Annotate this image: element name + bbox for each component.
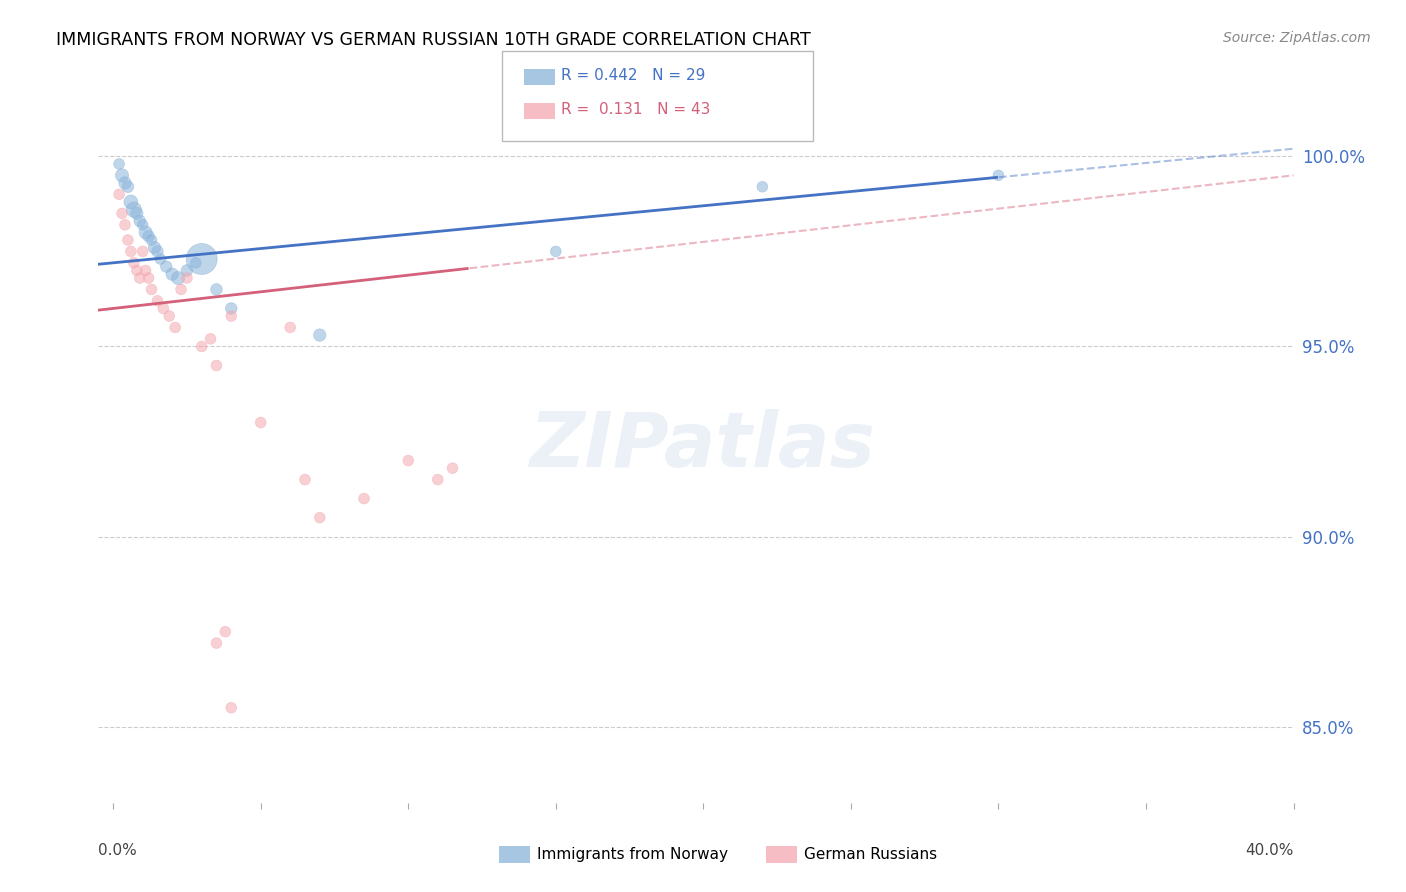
Point	[122, 202, 145, 217]
Point	[214, 624, 236, 639]
Point	[141, 233, 163, 247]
Point	[108, 187, 131, 202]
Point	[111, 169, 134, 183]
Point	[205, 636, 228, 650]
Point	[165, 320, 187, 334]
Point	[152, 301, 174, 316]
Point	[219, 301, 242, 316]
Point	[219, 309, 242, 323]
Point	[278, 320, 301, 334]
Point	[205, 282, 228, 296]
Point	[143, 241, 166, 255]
Point	[155, 260, 177, 274]
Point	[131, 244, 153, 259]
Point	[114, 176, 136, 190]
Point	[190, 339, 212, 353]
Text: Immigrants from Norway: Immigrants from Norway	[537, 847, 728, 862]
Point	[396, 453, 419, 467]
Text: 0.0%: 0.0%	[98, 843, 138, 857]
Point	[157, 309, 180, 323]
Point	[176, 263, 198, 277]
Point	[249, 416, 271, 430]
Text: ZIPatlas: ZIPatlas	[530, 409, 876, 483]
Point	[117, 233, 139, 247]
Point	[141, 282, 163, 296]
Point	[219, 700, 242, 714]
Text: IMMIGRANTS FROM NORWAY VS GERMAN RUSSIAN 10TH GRADE CORRELATION CHART: IMMIGRANTS FROM NORWAY VS GERMAN RUSSIAN…	[56, 31, 811, 49]
Point	[125, 263, 148, 277]
Text: 40.0%: 40.0%	[1246, 843, 1294, 857]
Point	[294, 473, 316, 487]
Point	[120, 244, 142, 259]
Point	[544, 244, 567, 259]
Point	[190, 252, 212, 266]
Point	[751, 179, 773, 194]
Point	[160, 267, 183, 281]
Point	[149, 252, 172, 266]
Point	[308, 328, 330, 343]
Point	[176, 271, 198, 285]
Point	[135, 263, 157, 277]
Point	[987, 169, 1010, 183]
Point	[128, 214, 150, 228]
Point	[138, 229, 160, 244]
Point	[146, 293, 169, 308]
Point	[135, 226, 157, 240]
Point	[353, 491, 375, 506]
Text: R =  0.131   N = 43: R = 0.131 N = 43	[561, 103, 710, 117]
Point	[128, 271, 150, 285]
Point	[122, 256, 145, 270]
Point	[138, 271, 160, 285]
Point	[125, 206, 148, 220]
Point	[205, 359, 228, 373]
Point	[308, 510, 330, 524]
Point	[426, 473, 449, 487]
Point	[117, 179, 139, 194]
Text: Source: ZipAtlas.com: Source: ZipAtlas.com	[1223, 31, 1371, 45]
Point	[108, 157, 131, 171]
Point	[184, 256, 207, 270]
Point	[120, 194, 142, 209]
Point	[114, 218, 136, 232]
Text: R = 0.442   N = 29: R = 0.442 N = 29	[561, 69, 706, 83]
Point	[200, 332, 222, 346]
Point	[131, 218, 153, 232]
Point	[170, 282, 193, 296]
Point	[167, 271, 190, 285]
Point	[441, 461, 464, 475]
Text: German Russians: German Russians	[804, 847, 938, 862]
Point	[111, 206, 134, 220]
Point	[146, 244, 169, 259]
